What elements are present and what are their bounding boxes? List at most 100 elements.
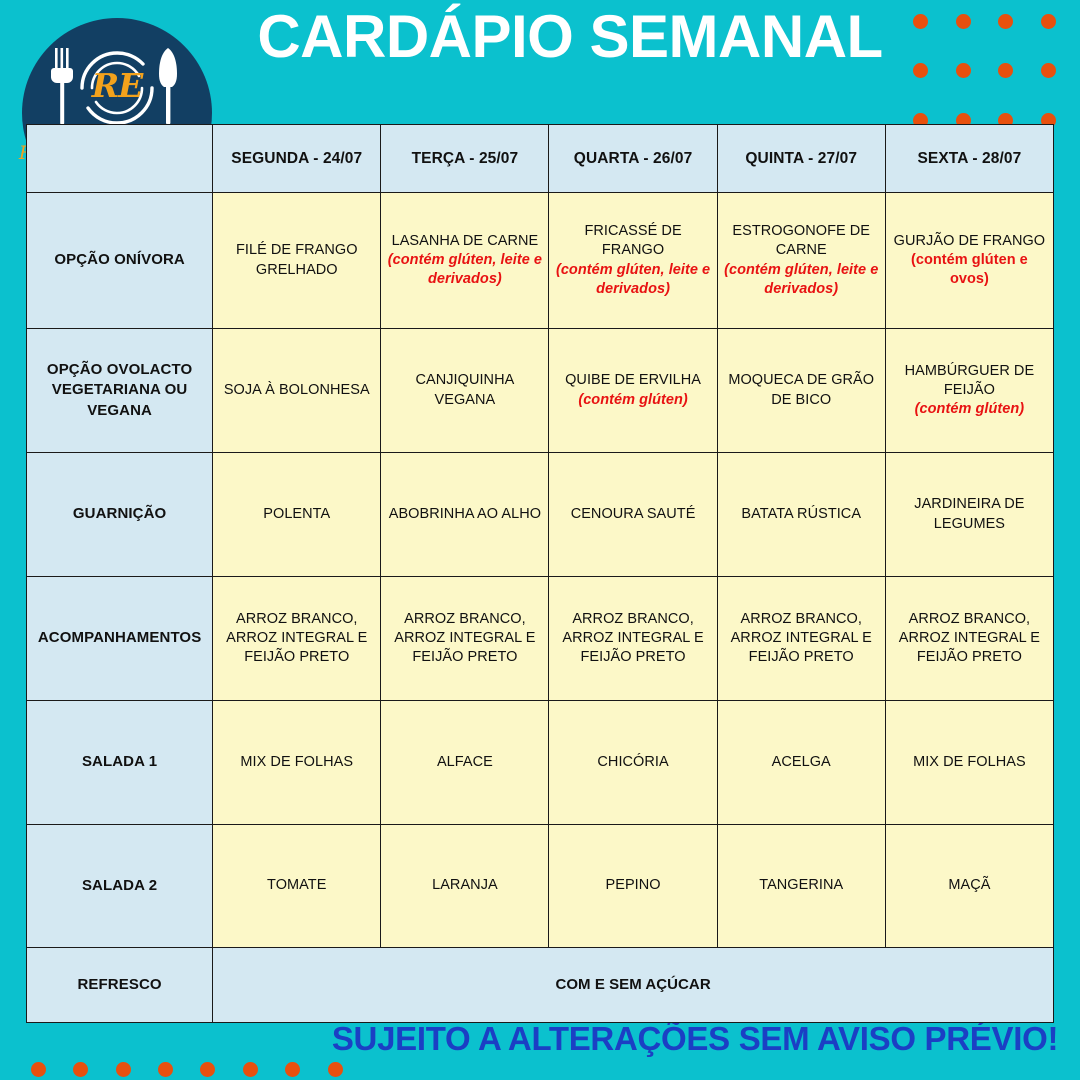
table-row: OPÇÃO OVOLACTO VEGETARIANA OU VEGANA SOJA… [25, 328, 1055, 453]
row-label-refresco: REFRESCO [25, 947, 214, 1023]
decorative-dot [116, 1062, 131, 1077]
decorative-dot [158, 1062, 173, 1077]
decorative-dot [998, 63, 1013, 78]
decorative-dot [956, 14, 971, 29]
dish-name: ARROZ BRANCO, ARROZ INTEGRAL E FEIJÃO PR… [394, 610, 536, 666]
dish-name: MIX DE FOLHAS [913, 753, 1026, 770]
allergen-warning: (contém glúten, leite e derivados) [724, 261, 879, 297]
allergen-warning: (contém glúten, leite e derivados) [555, 261, 711, 297]
dish-name: BATATA RÚSTICA [741, 505, 862, 522]
menu-cell-opcao-ovolacto-vegetariana-ou-vegana-segunda-24-07: SOJA À BOLONHESA [212, 328, 382, 453]
menu-cell-opcao-onivora-sexta-28-07: GURJÃO DE FRANGO (contém glúten e ovos) [884, 192, 1055, 329]
menu-cell-guarnicao-terca-25-07: ABOBRINHA AO ALHO [380, 452, 550, 577]
dish-name: CHICÓRIA [597, 753, 669, 770]
row-label-opcao-ovolacto-vegetariana-ou-vegana: OPÇÃO OVOLACTO VEGETARIANA OU VEGANA [25, 328, 214, 453]
table-row: REFRESCO COM E SEM AÇÚCAR [25, 947, 1054, 1023]
day-header-segunda: SEGUNDA - 24/07 [212, 124, 382, 193]
menu-cell-acompanhamentos-quinta-27-07: ARROZ BRANCO, ARROZ INTEGRAL E FEIJÃO PR… [716, 576, 886, 701]
dish-name: POLENTA [263, 505, 331, 522]
dish-name: HAMBÚRGUER DE FEIJÃO [904, 362, 1035, 398]
row-label-guarnicao: GUARNIÇÃO [25, 452, 214, 577]
menu-cell-opcao-onivora-terca-25-07: LASANHA DE CARNE (contém glúten, leite e … [380, 192, 550, 329]
weekly-menu-table: SEGUNDA - 24/07 TERÇA - 25/07 QUARTA - 2… [25, 124, 1055, 1023]
menu-cell-acompanhamentos-terca-25-07: ARROZ BRANCO, ARROZ INTEGRAL E FEIJÃO PR… [380, 576, 550, 701]
dish-name: GURJÃO DE FRANGO [893, 232, 1046, 249]
menu-cell-salada-1-sexta-28-07: MIX DE FOLHAS [884, 700, 1055, 825]
disclaimer-note: SUJEITO A ALTERAÇÕES SEM AVISO PRÉVIO! [331, 1020, 1059, 1057]
table-row: SALADA 1 MIX DE FOLHAS ALFACE CHICÓRIA ACELG… [25, 700, 1055, 825]
dish-name: TOMATE [267, 877, 327, 894]
dish-name: QUIBE DE ERVILHA [565, 372, 702, 389]
decorative-dot [243, 1062, 258, 1077]
dish-name: MIX DE FOLHAS [240, 753, 354, 770]
menu-cell-guarnicao-sexta-28-07: JARDINEIRA DE LEGUMES [884, 452, 1055, 577]
menu-cell-salada-1-terca-25-07: ALFACE [380, 700, 550, 825]
dish-name: MOQUECA DE GRÃO DE BICO [728, 372, 875, 408]
menu-cell-opcao-ovolacto-vegetariana-ou-vegana-terca-25-07: CANJIQUINHA VEGANA [380, 328, 550, 453]
menu-cell-salada-1-quarta-26-07: CHICÓRIA [548, 700, 718, 825]
menu-cell-acompanhamentos-segunda-24-07: ARROZ BRANCO, ARROZ INTEGRAL E FEIJÃO PR… [212, 576, 382, 701]
decorative-dot [285, 1062, 300, 1077]
menu-cell-salada-2-terca-25-07: LARANJA [380, 824, 550, 948]
logo-initials: RE [91, 66, 144, 105]
menu-cell-opcao-ovolacto-vegetariana-ou-vegana-quarta-26-07: QUIBE DE ERVILHA (contém glúten) [548, 328, 718, 453]
table-row: ACOMPANHAMENTOS ARROZ BRANCO, ARROZ INTEG… [25, 576, 1055, 701]
menu-cell-acompanhamentos-sexta-28-07: ARROZ BRANCO, ARROZ INTEGRAL E FEIJÃO PR… [884, 576, 1055, 701]
decorative-dot [73, 1062, 88, 1077]
menu-cell-refresco-all-days: COM E SEM AÇÚCAR [212, 947, 1054, 1023]
dish-name: MAÇÃ [948, 877, 991, 894]
day-header-terca: TERÇA - 25/07 [380, 124, 550, 193]
menu-cell-opcao-ovolacto-vegetariana-ou-vegana-sexta-28-07: HAMBÚRGUER DE FEIJÃO (contém glúten) [884, 328, 1055, 453]
menu-cell-salada-2-quarta-26-07: PEPINO [548, 824, 718, 948]
decorative-dot [998, 14, 1013, 29]
allergen-warning: (contém glúten e ovos) [910, 251, 1028, 288]
allergen-warning: (contém glúten, leite e derivados) [387, 251, 543, 288]
table-header: SEGUNDA - 24/07 TERÇA - 25/07 QUARTA - 2… [25, 124, 1055, 193]
menu-cell-opcao-onivora-quarta-26-07: FRICASSÉ DE FRANGO (contém glúten, leite … [548, 192, 718, 329]
dish-name: ARROZ BRANCO, ARROZ INTEGRAL E FEIJÃO PR… [226, 610, 368, 666]
day-header-sexta: SEXTA - 28/07 [884, 124, 1055, 193]
day-header-quarta: QUARTA - 26/07 [548, 124, 718, 193]
dish-name: PEPINO [605, 877, 661, 894]
table-body: OPÇÃO ONÍVORA FILÉ DE FRANGO GRELHADO LASA… [25, 192, 1055, 1023]
row-label-salada-2: SALADA 2 [25, 824, 214, 948]
header-row: SEGUNDA - 24/07 TERÇA - 25/07 QUARTA - 2… [25, 124, 1055, 193]
menu-cell-salada-2-sexta-28-07: MAÇÃ [884, 824, 1055, 948]
decorative-dot [913, 63, 928, 78]
allergen-warning: (contém glúten) [578, 391, 688, 408]
dish-name: LASANHA DE CARNE [391, 232, 539, 249]
decorative-dot [328, 1062, 343, 1077]
menu-cell-guarnicao-quinta-27-07: BATATA RÚSTICA [716, 452, 886, 577]
decorative-dot [200, 1062, 215, 1077]
dish-name: FRICASSÉ DE FRANGO [584, 223, 682, 259]
dish-name: ARROZ BRANCO, ARROZ INTEGRAL E FEIJÃO PR… [898, 610, 1041, 666]
day-header-quinta: QUINTA - 27/07 [716, 124, 886, 193]
dish-name: TANGERINA [759, 877, 844, 894]
dish-name: ALFACE [436, 753, 493, 770]
dish-name: CENOURA SAUTÉ [570, 505, 696, 522]
menu-cell-acompanhamentos-quarta-26-07: ARROZ BRANCO, ARROZ INTEGRAL E FEIJÃO PR… [548, 576, 718, 701]
decorative-dot [913, 14, 928, 29]
dish-name: ACELGA [771, 753, 831, 770]
dish-name: SOJA À BOLONHESA [223, 381, 370, 398]
row-label-opcao-onivora: OPÇÃO ONÍVORA [25, 192, 214, 329]
dish-name: ABOBRINHA AO ALHO [388, 505, 542, 522]
menu-cell-salada-2-segunda-24-07: TOMATE [212, 824, 382, 948]
table-row: OPÇÃO ONÍVORA FILÉ DE FRANGO GRELHADO LASA… [25, 192, 1055, 329]
dish-name: FILÉ DE FRANGO GRELHADO [235, 242, 358, 278]
dish-name: CANJIQUINHA VEGANA [415, 372, 515, 408]
menu-cell-salada-1-segunda-24-07: MIX DE FOLHAS [212, 700, 382, 825]
menu-cell-guarnicao-segunda-24-07: POLENTA [212, 452, 382, 577]
decorative-dot [1041, 63, 1056, 78]
dish-name: LARANJA [432, 877, 498, 894]
decorative-dot [31, 1062, 46, 1077]
dish-name: JARDINEIRA DE LEGUMES [914, 496, 1025, 532]
dish-name: ARROZ BRANCO, ARROZ INTEGRAL E FEIJÃO PR… [730, 610, 872, 666]
plate-cutlery-icon: RE [42, 40, 192, 136]
table-row: SALADA 2 TOMATE LARANJA PEPINO TANGERINA MAÇÃ [25, 824, 1055, 948]
table-row: GUARNIÇÃO POLENTA ABOBRINHA AO ALHO CENOURA… [25, 452, 1055, 577]
menu-cell-salada-1-quinta-27-07: ACELGA [716, 700, 886, 825]
menu-cell-opcao-onivora-segunda-24-07: FILÉ DE FRANGO GRELHADO [212, 192, 382, 329]
table-corner-cell [25, 124, 214, 193]
